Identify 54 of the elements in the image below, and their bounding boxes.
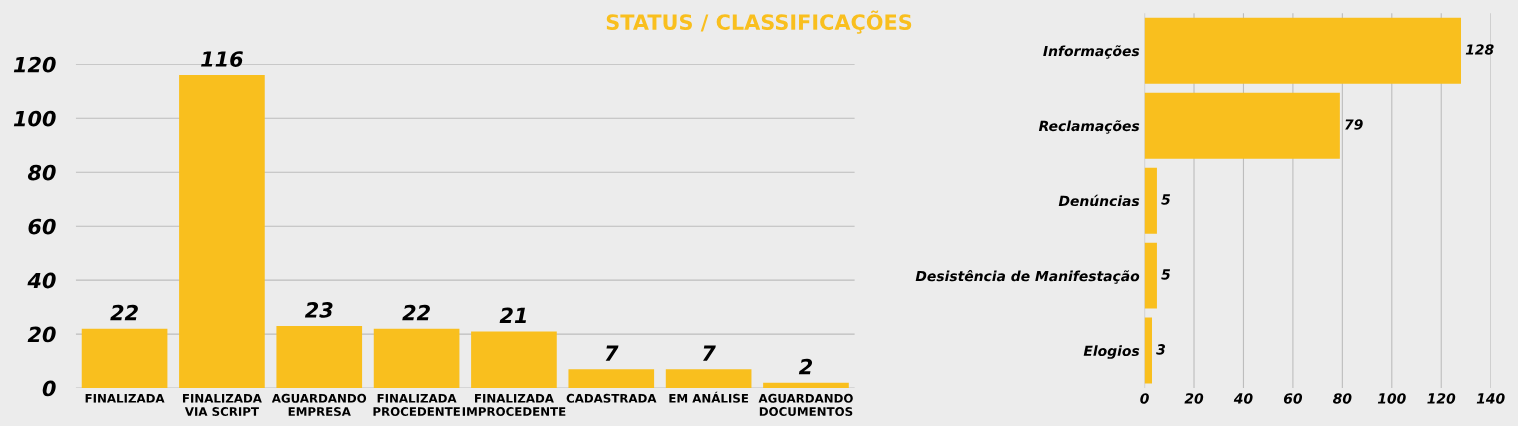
- y-tick-label: 60: [28, 218, 56, 235]
- data-label: 2: [798, 358, 813, 375]
- x-tick-label: EM ANÁLISE: [669, 391, 749, 403]
- y-tick-label: 100: [13, 110, 56, 127]
- bar: [1144, 92, 1340, 159]
- x-tick-label: 140: [1476, 393, 1505, 404]
- data-label: 7: [703, 345, 716, 361]
- x-tick-label: 120: [1427, 393, 1456, 404]
- bar: [276, 326, 363, 389]
- data-label: 5: [1161, 269, 1171, 280]
- y-tick-label: 20: [27, 326, 56, 343]
- x-tick-label: FINALIZADA: [85, 394, 165, 403]
- bar: [665, 369, 752, 389]
- data-label: 128: [1465, 44, 1494, 55]
- y-tick-label: 120: [13, 56, 56, 73]
- data-label: 79: [1345, 119, 1363, 130]
- bar: [1144, 167, 1157, 234]
- x-tick-label: FINALIZADA VIA SCRIPT: [182, 394, 262, 416]
- data-label: 3: [1156, 344, 1166, 355]
- x-tick-label: 60: [1283, 393, 1303, 404]
- data-label: 116: [201, 51, 243, 67]
- x-tick-label: 20: [1184, 393, 1204, 404]
- chart-title: STATUS / CLASSIFICAÇÕES: [606, 10, 912, 34]
- x-tick-label: FINALIZADA PROCEDENTE: [373, 394, 460, 416]
- bar: [471, 331, 557, 389]
- y-tick-label: Elogios: [1083, 345, 1140, 359]
- data-label: 7: [605, 345, 619, 361]
- y-tick-label: Reclamações: [1038, 120, 1140, 134]
- x-tick-label: FINALIZADA IMPROCEDENTE: [462, 394, 566, 416]
- x-tick-label: AGUARDANDO DOCUMENTOS: [758, 393, 853, 416]
- y-tick-label: 40: [27, 272, 56, 289]
- x-tick-label: AGUARDANDO EMPRESA: [271, 393, 367, 416]
- x-tick-label: CADASTRADA: [566, 393, 657, 403]
- y-tick-label: 80: [27, 164, 56, 181]
- x-tick-label: 80: [1332, 393, 1352, 404]
- x-tick-label: 100: [1377, 393, 1406, 404]
- bar: [373, 328, 460, 389]
- bar: [1144, 317, 1152, 384]
- data-label: 5: [1161, 194, 1171, 205]
- bar: [1144, 242, 1157, 309]
- data-label: 22: [402, 304, 430, 321]
- x-tick-label: 0: [1140, 393, 1149, 404]
- bar: [763, 382, 849, 389]
- data-label: 22: [110, 304, 138, 321]
- bar: [568, 369, 655, 389]
- y-tick-label: Desistência de Manifestação: [915, 269, 1140, 284]
- y-tick-label: Denúncias: [1058, 194, 1140, 207]
- data-label: 23: [304, 302, 333, 318]
- bar: [1144, 17, 1462, 84]
- data-label: 21: [499, 307, 526, 323]
- y-tick-label: Informações: [1043, 45, 1140, 59]
- bar: [179, 75, 265, 389]
- bar: [81, 328, 168, 389]
- x-tick-label: 40: [1233, 393, 1253, 404]
